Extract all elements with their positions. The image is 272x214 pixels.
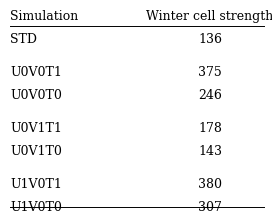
Text: U0V0T0: U0V0T0 [10, 89, 62, 102]
Text: Winter cell strength: Winter cell strength [146, 10, 272, 23]
Text: U0V0T1: U0V0T1 [10, 66, 62, 79]
Text: 136: 136 [198, 33, 222, 46]
Text: U0V1T1: U0V1T1 [10, 122, 62, 135]
Text: 246: 246 [198, 89, 222, 102]
Text: Simulation: Simulation [10, 10, 78, 23]
Text: U1V0T0: U1V0T0 [10, 201, 62, 214]
Text: 178: 178 [198, 122, 222, 135]
Text: 143: 143 [198, 145, 222, 158]
Text: U1V0T1: U1V0T1 [10, 178, 62, 191]
Text: 375: 375 [198, 66, 222, 79]
Text: U0V1T0: U0V1T0 [10, 145, 62, 158]
Text: 380: 380 [198, 178, 222, 191]
Text: 307: 307 [198, 201, 222, 214]
Text: STD: STD [10, 33, 37, 46]
